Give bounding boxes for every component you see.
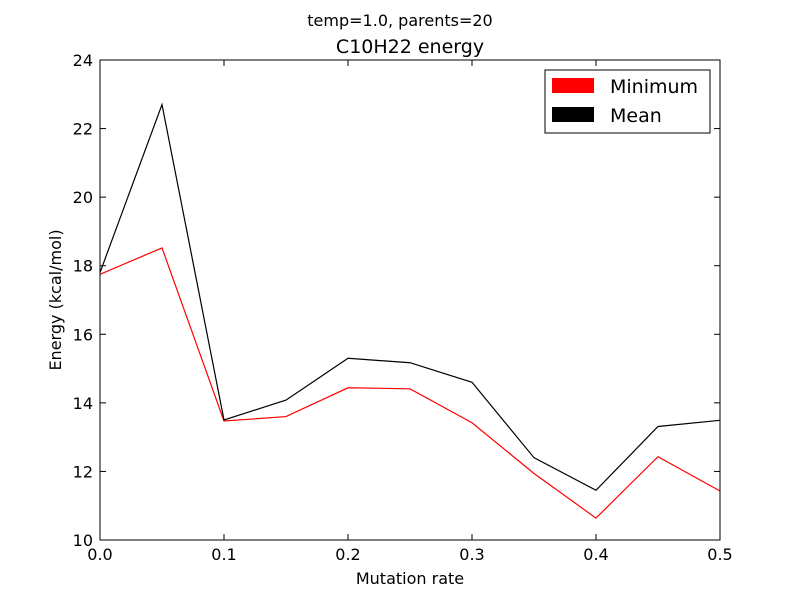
x-tick-label: 0.4 <box>583 545 608 564</box>
legend-label-minimum: Minimum <box>610 76 698 98</box>
series-layer <box>99 102 721 519</box>
y-tick-label: 12 <box>73 462 93 481</box>
x-tick-label: 0.1 <box>211 545 236 564</box>
y-tick-label: 18 <box>73 257 93 276</box>
chart-suptitle: temp=1.0, parents=20 <box>307 11 492 30</box>
y-tick-label: 10 <box>73 531 93 550</box>
x-tick-label: 0.2 <box>335 545 360 564</box>
y-tick-label: 22 <box>73 120 93 139</box>
legend-label-mean: Mean <box>610 105 662 127</box>
series-line-mean <box>99 102 721 492</box>
y-axis-label: Energy (kcal/mol) <box>46 229 65 370</box>
legend-swatch-mean <box>552 107 594 122</box>
y-tick-label: 20 <box>73 188 93 207</box>
x-tick-label: 0.5 <box>707 545 732 564</box>
tick-layer: 0.0 0.1 0.2 0.3 0.4 0.5 10 12 14 16 18 20 22 24 <box>73 51 733 564</box>
x-tick-label: 0.0 <box>87 545 112 564</box>
x-tick-label: 0.3 <box>459 545 484 564</box>
chart-title: C10H22 energy <box>336 36 484 58</box>
y-tick-label: 16 <box>73 325 93 344</box>
legend: Minimum Mean <box>544 69 711 134</box>
x-axis-label: Mutation rate <box>356 569 464 588</box>
plot-frame <box>99 59 721 541</box>
y-tick-label: 24 <box>73 51 93 70</box>
legend-swatch-minimum <box>552 78 594 93</box>
y-tick-label: 14 <box>73 394 93 413</box>
series-line-minimum <box>99 247 721 519</box>
